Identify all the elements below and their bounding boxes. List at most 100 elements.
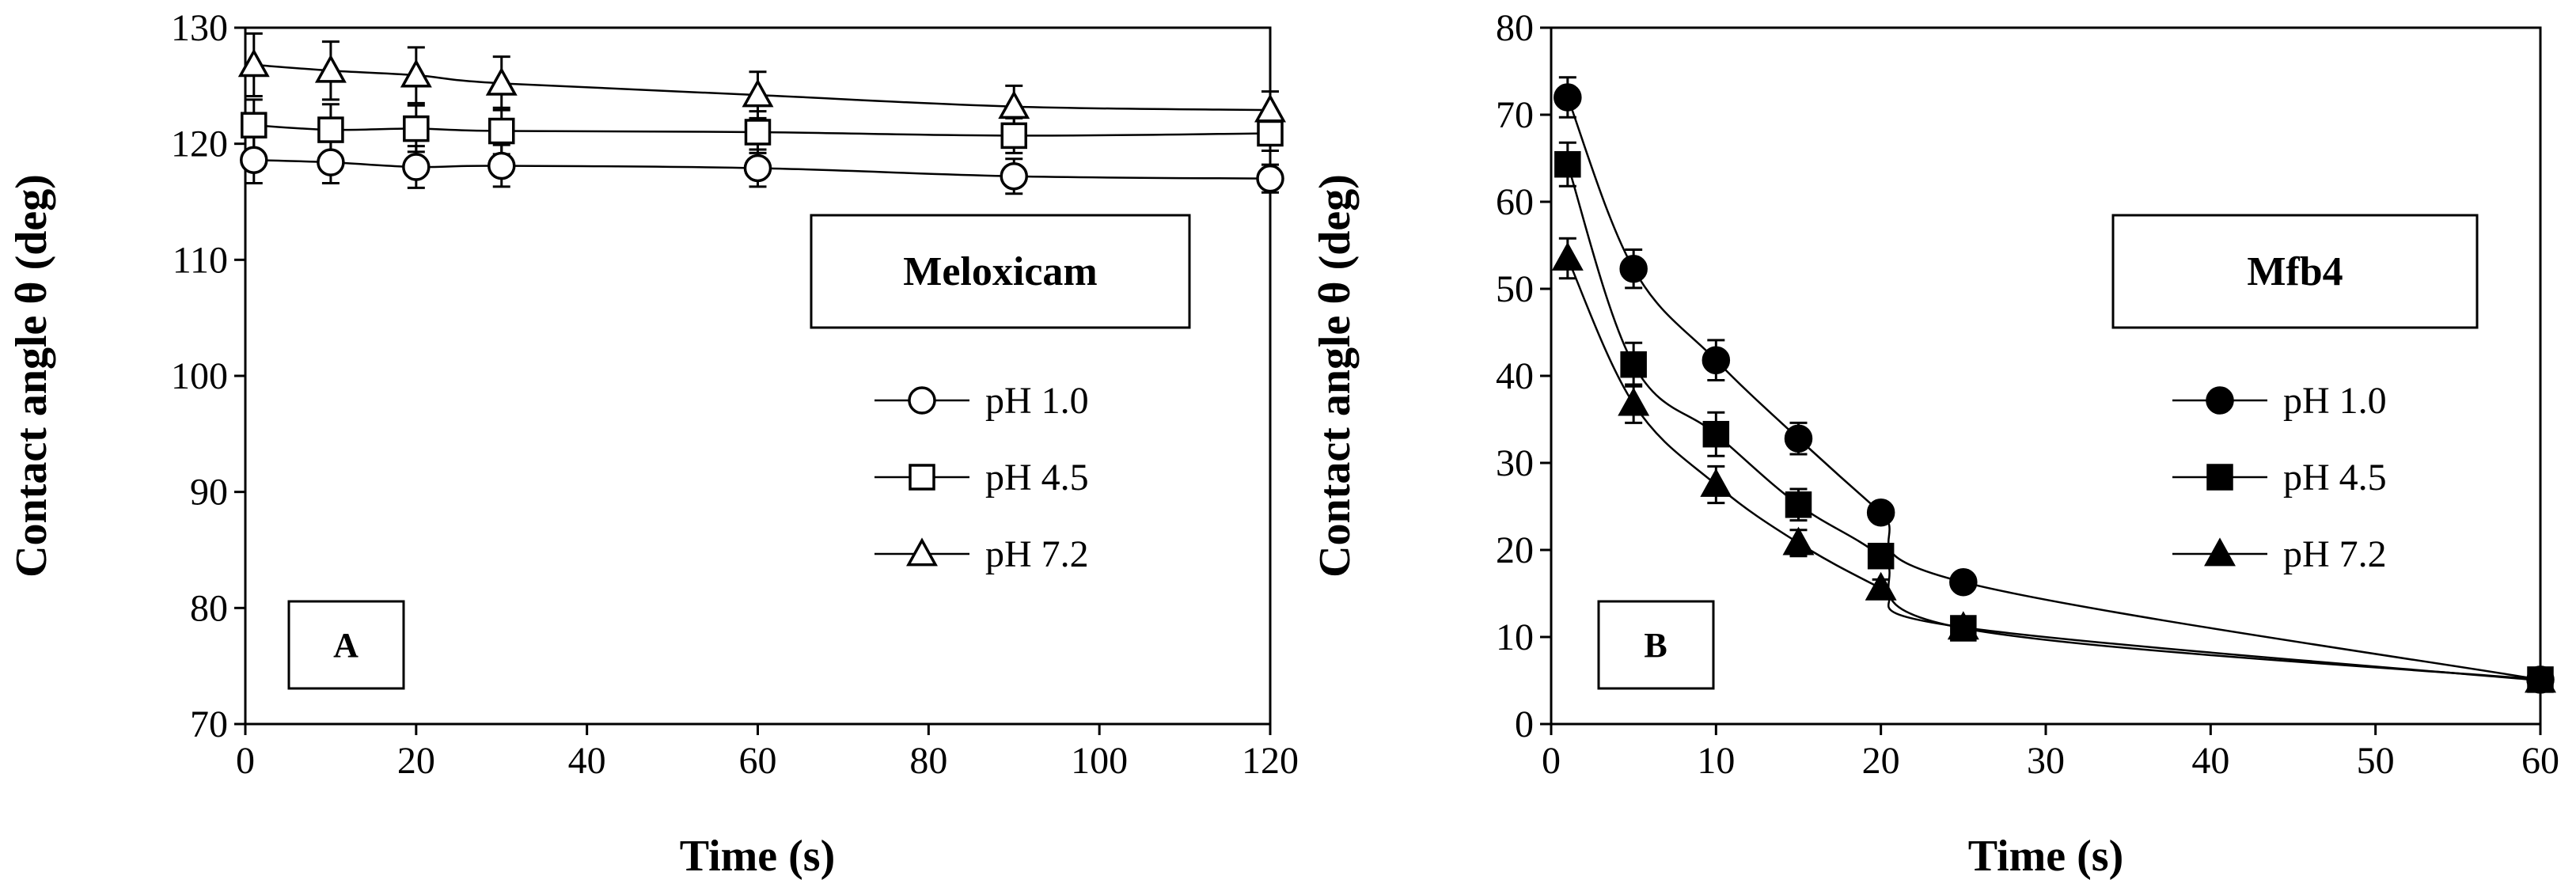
data-point — [1619, 254, 1648, 283]
data-point — [1618, 387, 1650, 416]
data-point — [1000, 161, 1028, 191]
x-tick-label: 40 — [2191, 740, 2229, 782]
series-line-a-1 — [253, 158, 1271, 180]
legend-label: pH 7.2 — [2283, 533, 2387, 575]
y-tick-label: 70 — [1496, 94, 1534, 136]
data-point — [314, 54, 347, 83]
data-point — [237, 48, 270, 78]
data-point — [317, 148, 345, 176]
x-axis-title-b: Time (s) — [1968, 832, 2124, 881]
y-tick-label: 100 — [171, 355, 228, 397]
data-point — [1000, 122, 1027, 150]
data-point — [1865, 571, 1897, 601]
panel-letter-b: B — [1644, 626, 1667, 665]
y-tick-label: 50 — [1496, 268, 1534, 310]
data-point — [488, 117, 515, 145]
data-point — [1256, 164, 1284, 193]
legend-item: pH 1.0 — [874, 380, 1089, 422]
chart-panel-a: 0 20 40 60 80 100 120 70 80 90 100 110 120 130 Time … — [7, 7, 1299, 881]
data-point — [744, 119, 772, 146]
data-point — [1866, 498, 1895, 527]
series-lines-b — [1566, 97, 2541, 682]
y-axis-a: 70 80 90 100 110 120 130 — [171, 7, 245, 745]
title-box-b: Mfb4 — [2111, 214, 2479, 329]
x-tick-label: 20 — [1862, 740, 1900, 782]
data-point — [240, 146, 268, 174]
data-point — [1949, 567, 1978, 597]
legend-marker — [2206, 386, 2234, 415]
legend-item: pH 7.2 — [2172, 533, 2387, 575]
legend-a: pH 1.0 pH 4.5 pH 7.2 — [874, 380, 1089, 575]
data-point — [1620, 351, 1647, 378]
x-tick-label: 0 — [1542, 740, 1561, 782]
title-box-a: Meloxicam — [810, 214, 1191, 329]
legend-item: pH 1.0 — [2172, 380, 2387, 422]
y-tick-label: 120 — [171, 123, 228, 165]
y-tick-label: 10 — [1496, 616, 1534, 658]
panel-letter-box-a: A — [287, 600, 405, 690]
data-point — [742, 78, 774, 108]
panel-letter-a: A — [333, 626, 359, 665]
y-tick-label: 0 — [1515, 703, 1534, 745]
panel-letter-box-b: B — [1597, 600, 1715, 690]
series-lines-a — [253, 63, 1271, 180]
legend-item: pH 4.5 — [2172, 457, 2387, 499]
y-axis-title-a: Contact angle θ (deg) — [7, 174, 56, 578]
y-tick-label: 70 — [190, 703, 228, 745]
x-tick-label: 20 — [397, 740, 435, 782]
y-tick-label: 130 — [171, 7, 228, 49]
data-point — [1867, 542, 1895, 570]
markers-a — [237, 48, 1286, 193]
y-axis-b: 0 10 20 30 40 50 60 70 80 — [1496, 7, 1551, 745]
data-point — [400, 59, 432, 88]
legend-label: pH 7.2 — [985, 533, 1089, 575]
y-tick-label: 20 — [1496, 529, 1534, 571]
data-point — [485, 66, 518, 96]
legend-b: pH 1.0 pH 4.5 pH 7.2 — [2172, 380, 2387, 575]
x-axis-a: 0 20 40 60 80 100 120 — [236, 724, 1299, 782]
legend-marker — [2204, 537, 2236, 567]
y-tick-label: 80 — [1496, 7, 1534, 49]
x-axis-title-a: Time (s) — [680, 832, 836, 881]
legend-marker — [2206, 464, 2233, 491]
x-tick-label: 30 — [2027, 740, 2065, 782]
data-point — [998, 90, 1030, 119]
legend-marker — [909, 464, 935, 491]
y-axis-title-b: Contact angle θ (deg) — [1311, 174, 1360, 578]
y-tick-label: 30 — [1496, 442, 1534, 484]
x-tick-label: 40 — [568, 740, 606, 782]
data-point — [241, 112, 267, 138]
legend-marker — [906, 537, 938, 567]
data-point — [1554, 83, 1582, 112]
x-tick-label: 120 — [1242, 740, 1299, 782]
data-point — [743, 154, 772, 183]
x-tick-label: 60 — [739, 740, 777, 782]
markers-b — [1551, 83, 2556, 694]
data-point — [1257, 119, 1284, 147]
y-tick-label: 80 — [190, 587, 228, 629]
legend-label: pH 1.0 — [985, 380, 1089, 422]
series-line-a-2 — [253, 123, 1271, 137]
data-point — [1700, 468, 1732, 497]
data-point — [1702, 420, 1730, 448]
legend-marker — [908, 386, 936, 415]
data-point — [1947, 611, 1979, 640]
y-tick-label: 110 — [173, 239, 228, 281]
data-point — [403, 115, 430, 142]
legend-label: pH 4.5 — [985, 457, 1089, 499]
legend-label: pH 1.0 — [2283, 380, 2387, 422]
data-point — [1554, 150, 1581, 178]
chart-panel-b: 0 10 20 30 40 50 60 0 10 20 30 40 50 60 70 80 Time (s)… — [1311, 7, 2559, 881]
data-point — [1782, 526, 1815, 555]
data-point — [1551, 241, 1584, 271]
y-tick-label: 40 — [1496, 355, 1534, 397]
error-bars-b — [1558, 76, 2549, 685]
y-tick-label: 60 — [1496, 181, 1534, 223]
x-tick-label: 60 — [2521, 740, 2559, 782]
x-tick-label: 80 — [909, 740, 947, 782]
data-point — [488, 151, 516, 180]
x-axis-b: 0 10 20 30 40 50 60 — [1542, 724, 2559, 782]
data-point — [2525, 664, 2556, 693]
data-point — [402, 153, 431, 181]
